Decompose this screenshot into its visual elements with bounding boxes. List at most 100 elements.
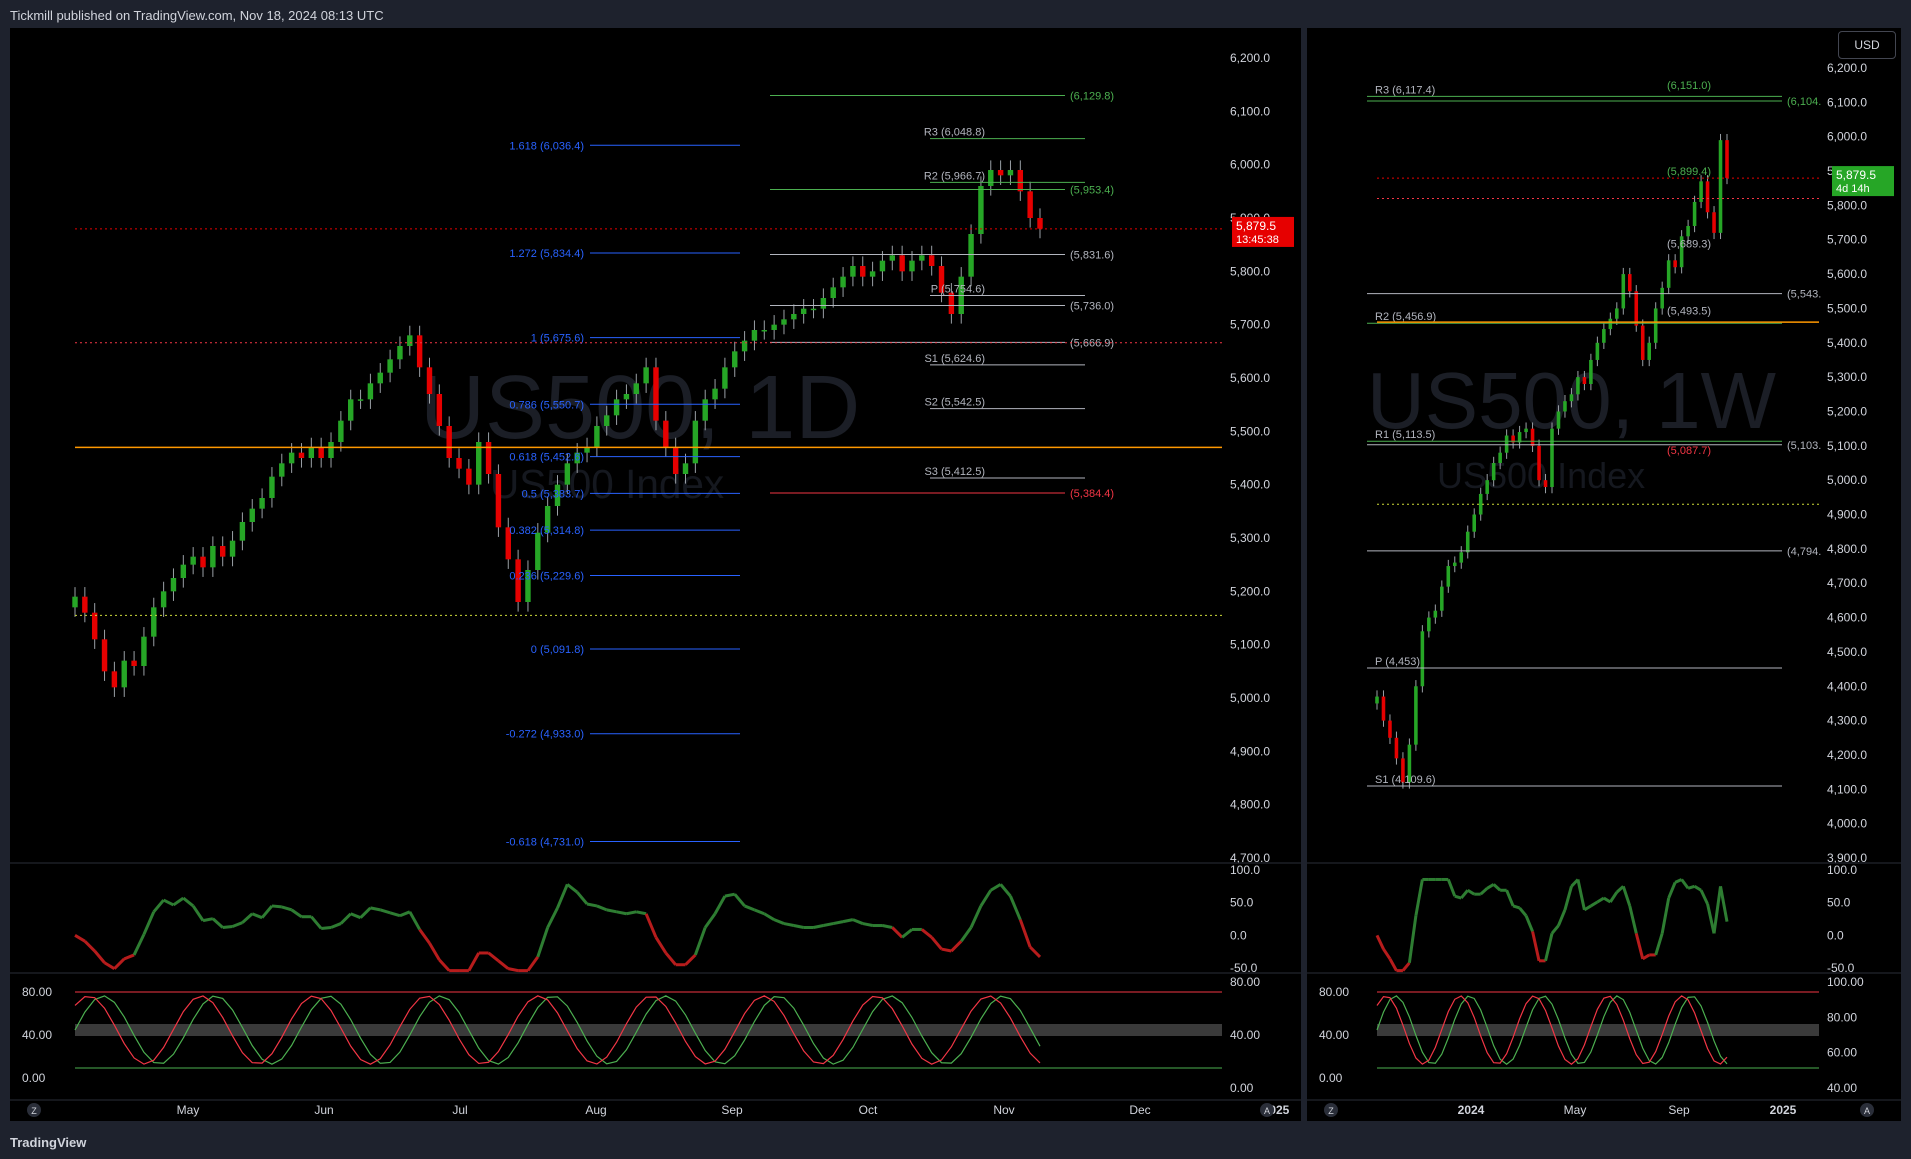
candle-body	[1420, 631, 1425, 687]
candle-body	[407, 335, 413, 346]
candle-body	[810, 308, 817, 311]
candle-body	[653, 367, 659, 421]
momentum-line-segment	[763, 912, 775, 921]
candle-body	[919, 255, 925, 261]
index-watermark: US500 Index	[1437, 455, 1645, 496]
pivot-level-label: R3 (6,117.4)	[1375, 84, 1435, 96]
stochastic-right-axis-label: 40.00	[1827, 1081, 1857, 1095]
momentum-line-segment	[1609, 891, 1619, 903]
oscillator-axis-label: 100.0	[1827, 863, 1857, 877]
auto-scale-button[interactable]	[1860, 1103, 1874, 1117]
candle-body	[249, 508, 255, 522]
publisher-header: Tickmill published on TradingView.com, N…	[0, 0, 1911, 28]
candle-body	[190, 556, 196, 565]
countdown-value: 13:45:38	[1236, 234, 1279, 246]
daily-chart-panel[interactable]: US500, 1D US500 Index 6,200.0 6,100.0 6,000.…	[10, 28, 1301, 1121]
candle-body	[722, 367, 728, 389]
projection-level-label: (5,384.4)	[1070, 488, 1114, 500]
momentum-line-segment	[566, 883, 579, 894]
price-axis-label: 4,100.0	[1827, 782, 1867, 796]
momentum-line-segment	[950, 940, 963, 953]
candle-body	[1537, 445, 1541, 481]
momentum-line-segment	[1531, 931, 1541, 962]
price-axis-label: 5,800.0	[1827, 198, 1867, 212]
symbol-watermark: US500, 1D	[420, 358, 860, 458]
momentum-line-segment	[882, 924, 893, 929]
candle-body	[1459, 552, 1464, 563]
candle-body	[1414, 686, 1418, 745]
candle-body	[1478, 493, 1483, 515]
momentum-line-segment	[1693, 885, 1702, 892]
candle-body	[1595, 342, 1600, 360]
momentum-line-segment	[507, 967, 519, 973]
stochastic-line	[1376, 995, 1728, 1065]
stochastic-mid-band	[75, 1024, 1222, 1036]
price-axis-label: 5,000.0	[1230, 691, 1270, 705]
tradingview-logo: TradingView	[10, 1135, 87, 1150]
pivot-level-label: P (5,754.6)	[931, 284, 985, 296]
momentum-line-segment	[379, 908, 391, 915]
candle-body	[229, 540, 236, 557]
candle-body	[1563, 401, 1567, 412]
weekly-chart-panel[interactable]: US500, 1W US500 Index 6,200.0 6,100.0 6,000.…	[1307, 28, 1901, 1121]
pivot-level-label: R2 (5,966.7)	[924, 170, 985, 182]
momentum-line-segment	[1667, 881, 1677, 899]
candle-body	[554, 484, 561, 506]
candle-body	[928, 255, 935, 266]
candle-body	[180, 564, 187, 578]
price-axis-label: 6,200.0	[1827, 61, 1867, 75]
momentum-line-segment	[823, 922, 834, 928]
momentum-line-segment	[359, 906, 372, 919]
candle-body	[869, 271, 876, 277]
momentum-line-segment	[1628, 905, 1638, 934]
candle-body	[1446, 566, 1451, 587]
candle-body	[702, 399, 708, 421]
candle-body	[643, 367, 649, 384]
time-axis-label: 2024	[1458, 1103, 1485, 1117]
auto-scale-button[interactable]	[1260, 1103, 1274, 1117]
momentum-line-segment	[339, 912, 352, 925]
candle-body	[1634, 291, 1639, 326]
currency-button[interactable]: USD	[1838, 31, 1896, 59]
time-axis-label: Oct	[859, 1103, 878, 1117]
zoom-reset-label: Z	[1328, 1106, 1334, 1116]
candle-body	[1543, 480, 1548, 488]
momentum-line-segment	[793, 924, 804, 929]
momentum-line-segment	[241, 912, 254, 924]
momentum-line-segment	[626, 910, 637, 916]
momentum-line-segment	[969, 905, 983, 929]
zoom-reset-button[interactable]	[27, 1103, 41, 1117]
candle-body	[830, 287, 836, 298]
candle-body	[978, 186, 984, 234]
inner-level-label: (6,151.0)	[1667, 80, 1711, 92]
candle-body	[466, 468, 472, 485]
candle-body	[131, 660, 137, 666]
momentum-line-segment	[1687, 884, 1696, 890]
momentum-line-segment	[616, 910, 627, 916]
time-axis-label: 2025	[1770, 1103, 1797, 1117]
stochastic-left-axis-label: 0.00	[1319, 1071, 1343, 1085]
fib-level-label: 1.272 (5,834.4)	[509, 248, 584, 260]
price-axis-label: 5,200.0	[1827, 404, 1867, 418]
momentum-line-segment	[103, 961, 116, 970]
candle-body	[446, 426, 452, 458]
price-axis-label: 4,600.0	[1827, 611, 1867, 625]
price-axis-label: 5,400.0	[1230, 478, 1270, 492]
time-axis-label: Sep	[721, 1103, 743, 1117]
candle-body	[633, 383, 639, 394]
momentum-line-segment	[576, 891, 589, 905]
momentum-line-segment	[290, 908, 303, 918]
zoom-reset-button[interactable]	[1324, 1103, 1338, 1117]
candle-body	[544, 506, 551, 533]
price-axis-label: 4,200.0	[1827, 748, 1867, 762]
price-axis-label: 5,000.0	[1827, 473, 1867, 487]
candle-body	[564, 463, 571, 485]
momentum-line-segment	[487, 951, 500, 962]
momentum-line-segment	[1512, 904, 1521, 910]
momentum-line-segment	[546, 907, 559, 929]
candle-body	[387, 359, 393, 373]
price-axis-label: 4,800.0	[1230, 798, 1270, 812]
candle-body	[751, 330, 758, 341]
